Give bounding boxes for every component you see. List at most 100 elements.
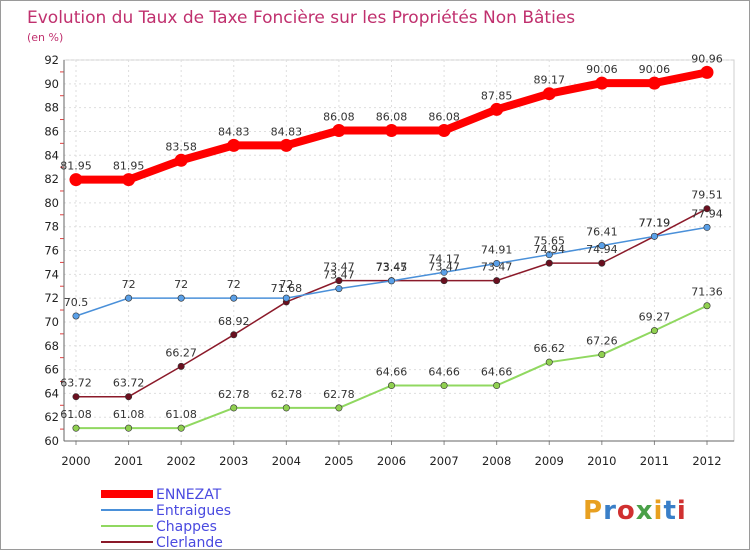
x-tick-label-2008: 2008 <box>482 454 511 468</box>
proxiti-logo: Proxiti <box>583 496 687 526</box>
data-point-chappes-2003 <box>230 404 238 412</box>
x-tick-label-2003: 2003 <box>219 454 248 468</box>
legend-label-ennezat: ENNEZAT <box>156 487 222 503</box>
data-point-ennezat-2008 <box>490 102 504 116</box>
data-label-ennezat-2000: 81.95 <box>60 160 92 173</box>
data-point-entraigues-2009 <box>545 251 553 259</box>
data-label-clerlande-2006: 73.47 <box>376 261 408 274</box>
y-tick-label-70: 70 <box>44 315 59 329</box>
data-label-entraigues-2011: 77.19 <box>639 216 671 229</box>
data-label-chappes-2011: 69.27 <box>639 311 671 324</box>
data-label-entraigues-2007: 74.17 <box>428 252 460 265</box>
data-point-clerlande-2002 <box>177 362 185 370</box>
data-label-ennezat-2007: 86.08 <box>428 110 460 123</box>
data-label-chappes-2002: 61.08 <box>165 408 197 421</box>
data-point-chappes-2006 <box>387 382 395 390</box>
y-tick-label-74: 74 <box>44 267 59 281</box>
data-label-chappes-2005: 62.78 <box>323 388 355 401</box>
data-point-chappes-2004 <box>282 404 290 412</box>
data-label-clerlande-2008: 73.47 <box>481 261 513 274</box>
data-label-chappes-2007: 64.66 <box>428 366 460 379</box>
data-label-clerlande-2003: 68.92 <box>218 315 250 328</box>
x-tick-label-2012: 2012 <box>692 454 721 468</box>
series-entraigues <box>72 223 711 320</box>
x-tick-label-2001: 2001 <box>114 454 143 468</box>
data-label-clerlande-2005: 73.47 <box>323 261 355 274</box>
data-label-entraigues-2009: 75.65 <box>534 235 566 248</box>
data-label-clerlande-2007: 73.47 <box>428 261 460 274</box>
y-tick-label-76: 76 <box>44 244 59 258</box>
data-point-ennezat-2003 <box>227 138 241 152</box>
data-point-clerlande-2010 <box>598 259 606 267</box>
logo-letter: x <box>636 496 654 526</box>
data-point-ennezat-2000 <box>69 173 83 187</box>
data-point-clerlande-2009 <box>545 259 553 267</box>
data-label-entraigues-2008: 74.91 <box>481 243 513 256</box>
data-label-clerlande-2012: 79.51 <box>691 189 723 202</box>
x-tick-label-2009: 2009 <box>535 454 564 468</box>
data-point-chappes-2000 <box>72 424 80 432</box>
data-label-chappes-2004: 62.78 <box>271 388 303 401</box>
data-label-chappes-2000: 61.08 <box>60 408 92 421</box>
x-tick-label-2004: 2004 <box>272 454 301 468</box>
legend-label-clerlande: Clerlande <box>156 535 223 549</box>
data-label-clerlande-2011: 77.19 <box>639 216 671 229</box>
data-point-clerlande-2012 <box>703 205 711 213</box>
y-tick-label-88: 88 <box>44 101 59 115</box>
x-tick-label-2007: 2007 <box>429 454 458 468</box>
data-label-ennezat-2004: 84.83 <box>271 125 303 138</box>
data-point-ennezat-2009 <box>542 87 556 101</box>
logo-letter: i <box>677 496 687 526</box>
data-point-entraigues-2004 <box>282 294 290 302</box>
data-point-ennezat-2005 <box>332 123 346 137</box>
data-label-ennezat-2009: 89.17 <box>534 74 566 87</box>
data-label-ennezat-2006: 86.08 <box>376 110 408 123</box>
y-tick-label-60: 60 <box>44 434 59 448</box>
data-point-chappes-2002 <box>177 424 185 432</box>
data-point-entraigues-2008 <box>493 259 501 267</box>
data-label-clerlande-2000: 63.72 <box>60 377 92 390</box>
data-point-ennezat-2010 <box>595 76 609 90</box>
data-point-ennezat-2007 <box>437 123 451 137</box>
data-point-entraigues-2001 <box>125 294 133 302</box>
data-label-chappes-2010: 67.26 <box>586 335 618 348</box>
x-tick-label-2011: 2011 <box>640 454 669 468</box>
legend-label-entraigues: Entraigues <box>156 503 231 519</box>
data-label-entraigues-2002: 72 <box>174 278 188 291</box>
series-chappes <box>72 302 711 432</box>
data-label-chappes-2006: 64.66 <box>376 366 408 379</box>
chart-title: Evolution du Taux de Taxe Foncière sur l… <box>27 8 575 28</box>
data-point-entraigues-2000 <box>72 312 80 320</box>
data-point-ennezat-2012 <box>700 65 714 79</box>
logo-letter: o <box>617 496 636 526</box>
data-label-clerlande-2009: 74.94 <box>534 243 566 256</box>
y-tick-label-66: 66 <box>44 363 59 377</box>
data-point-entraigues-2011 <box>650 232 658 240</box>
data-point-clerlande-2003 <box>230 331 238 339</box>
data-point-chappes-2005 <box>335 404 343 412</box>
data-point-chappes-2007 <box>440 382 448 390</box>
data-label-clerlande-2002: 66.27 <box>165 346 197 359</box>
data-label-ennezat-2010: 90.06 <box>586 63 618 76</box>
y-tick-label-92: 92 <box>44 53 59 67</box>
data-point-ennezat-2011 <box>647 76 661 90</box>
data-label-entraigues-2010: 76.41 <box>586 226 618 239</box>
logo-letter: P <box>583 496 603 526</box>
y-tick-label-64: 64 <box>44 386 59 400</box>
series-ennezat <box>69 65 714 187</box>
data-point-chappes-2009 <box>545 358 553 366</box>
y-tick-label-90: 90 <box>44 77 59 91</box>
logo-text: Proxiti <box>583 496 687 526</box>
plot-area: 60 62 64 66 68 70 72 74 76 78 80 82 84 86 88 90 92 2000 20… <box>44 52 735 468</box>
y-tick-label-84: 84 <box>44 148 59 162</box>
data-label-entraigues-2000: 70.5 <box>64 296 89 309</box>
y-tick-label-68: 68 <box>44 339 59 353</box>
data-label-ennezat-2011: 90.06 <box>639 63 671 76</box>
y-tick-label-82: 82 <box>44 172 59 186</box>
data-label-entraigues-2003: 72 <box>227 278 241 291</box>
data-label-ennezat-2003: 84.83 <box>218 125 250 138</box>
data-point-entraigues-2007 <box>440 268 448 276</box>
